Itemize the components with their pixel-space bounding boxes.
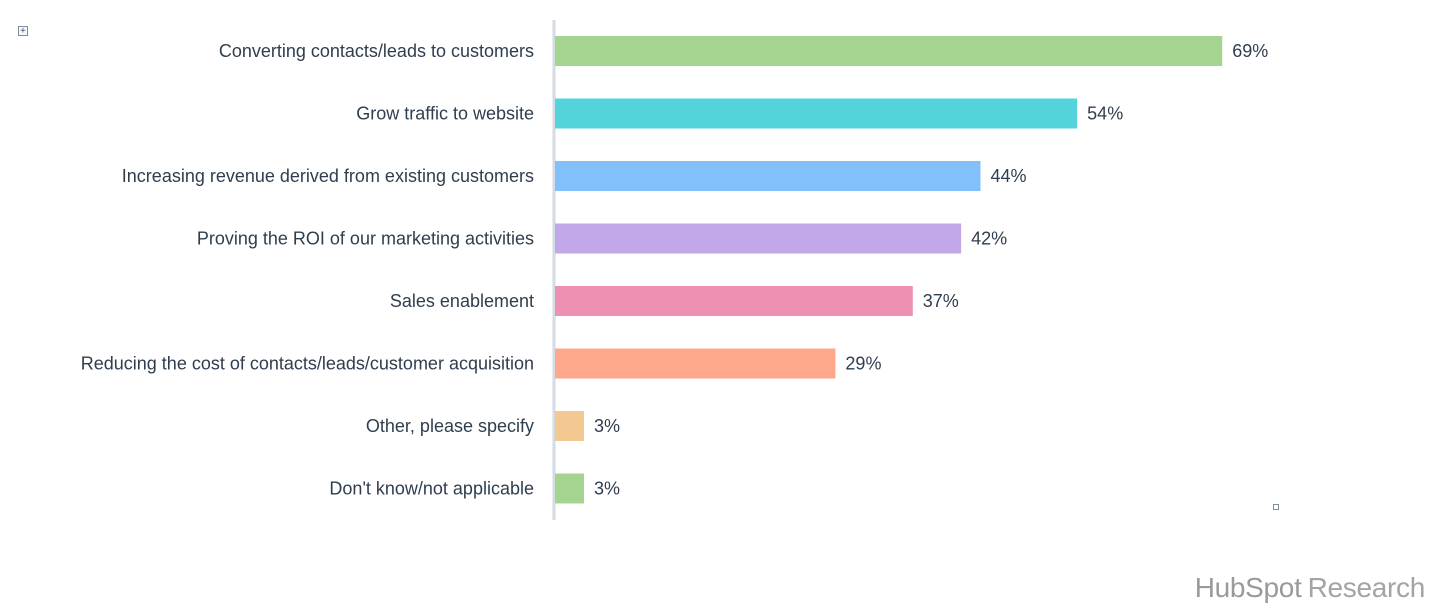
- bars-group: [555, 36, 1223, 504]
- bar-1: [555, 36, 1223, 66]
- category-label-8: Don't know/not applicable: [329, 479, 534, 499]
- brand-name: HubSpot: [1194, 572, 1302, 603]
- value-label-2: 54%: [1087, 104, 1123, 124]
- value-labels-group: 69% 54% 44% 42% 37% 29% 3% 3%: [594, 41, 1268, 499]
- category-label-2: Grow traffic to website: [356, 104, 534, 124]
- value-label-8: 3%: [594, 479, 620, 499]
- hubspot-research-logo: HubSpot Research: [1194, 570, 1426, 606]
- bar-2: [555, 98, 1078, 129]
- bar-4: [555, 223, 962, 254]
- category-label-5: Sales enablement: [390, 291, 534, 311]
- value-label-4: 42%: [971, 229, 1007, 249]
- bar-7: [555, 411, 585, 441]
- resize-handle-icon[interactable]: [1273, 504, 1279, 510]
- category-label-7: Other, please specify: [366, 416, 534, 436]
- bar-6: [555, 348, 836, 379]
- category-label-3: Increasing revenue derived from existing…: [122, 166, 534, 186]
- category-label-4: Proving the ROI of our marketing activit…: [197, 229, 534, 249]
- value-label-5: 37%: [923, 291, 959, 311]
- value-label-1: 69%: [1232, 41, 1268, 61]
- value-label-6: 29%: [845, 354, 881, 374]
- value-label-7: 3%: [594, 416, 620, 436]
- category-label-6: Reducing the cost of contacts/leads/cust…: [81, 354, 534, 374]
- value-label-3: 44%: [990, 166, 1026, 186]
- category-labels-group: Converting contacts/leads to customers Gr…: [81, 41, 534, 499]
- bar-3: [555, 161, 981, 191]
- expand-toggle-icon[interactable]: +: [18, 26, 28, 36]
- category-label-1: Converting contacts/leads to customers: [219, 41, 534, 61]
- brand-suffix: Research: [1307, 572, 1426, 603]
- bar-8: [555, 473, 585, 504]
- bar-5: [555, 286, 913, 316]
